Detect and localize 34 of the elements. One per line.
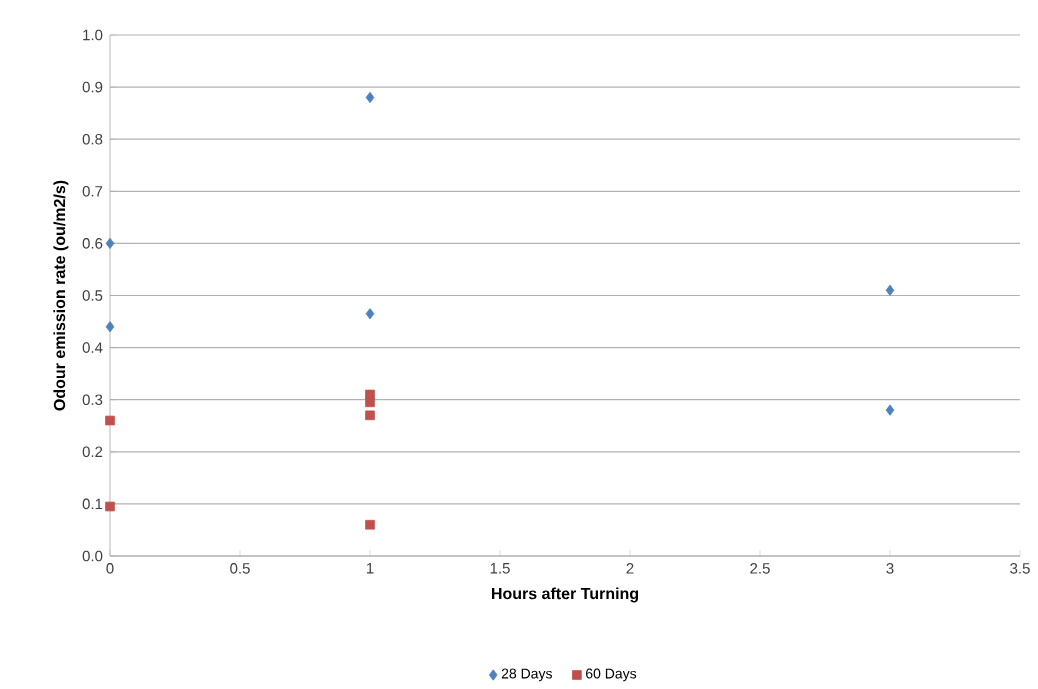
point [365,519,375,530]
y-tick-label: 0.9 [82,81,103,93]
x-tick-label: 3 [886,562,894,574]
y-axis-title: Odour emission rate (ou/m2/s) [53,180,69,411]
point [105,237,115,249]
x-tick-label: 0 [106,562,114,574]
legend-label: 28 Days [501,668,552,682]
x-tick-label: 2.5 [750,562,770,574]
y-tick-label: 0.3 [82,394,103,405]
y-tick-label: 1.0 [83,29,103,41]
point [885,404,895,416]
x-tick-label: 1.5 [490,562,510,574]
point [885,284,895,296]
x-tick-label: 3.5 [1010,562,1030,574]
y-tick-label: 0.5 [82,290,103,301]
point [365,410,375,420]
x-tick-label: 0.5 [230,562,250,574]
point [365,91,375,103]
point [105,320,115,333]
point [365,397,375,407]
y-tick-label: 0.8 [82,133,103,145]
y-tick-label: 0.7 [82,185,103,197]
y-tick-label: 0.6 [82,237,103,249]
y-tick-label: 0.1 [82,498,103,510]
point [365,307,375,320]
y-tick-label: 0.2 [82,446,103,457]
x-tick-label: 1 [366,562,374,574]
y-tick-label: 0.4 [82,342,103,353]
point [105,501,115,512]
x-tick-label: 2 [626,562,634,574]
y-tick-label: 0.0 [82,550,103,562]
legend-label: 60 Days [586,668,637,682]
point [105,415,115,426]
x-axis-title: Hours after Turning [492,587,638,603]
